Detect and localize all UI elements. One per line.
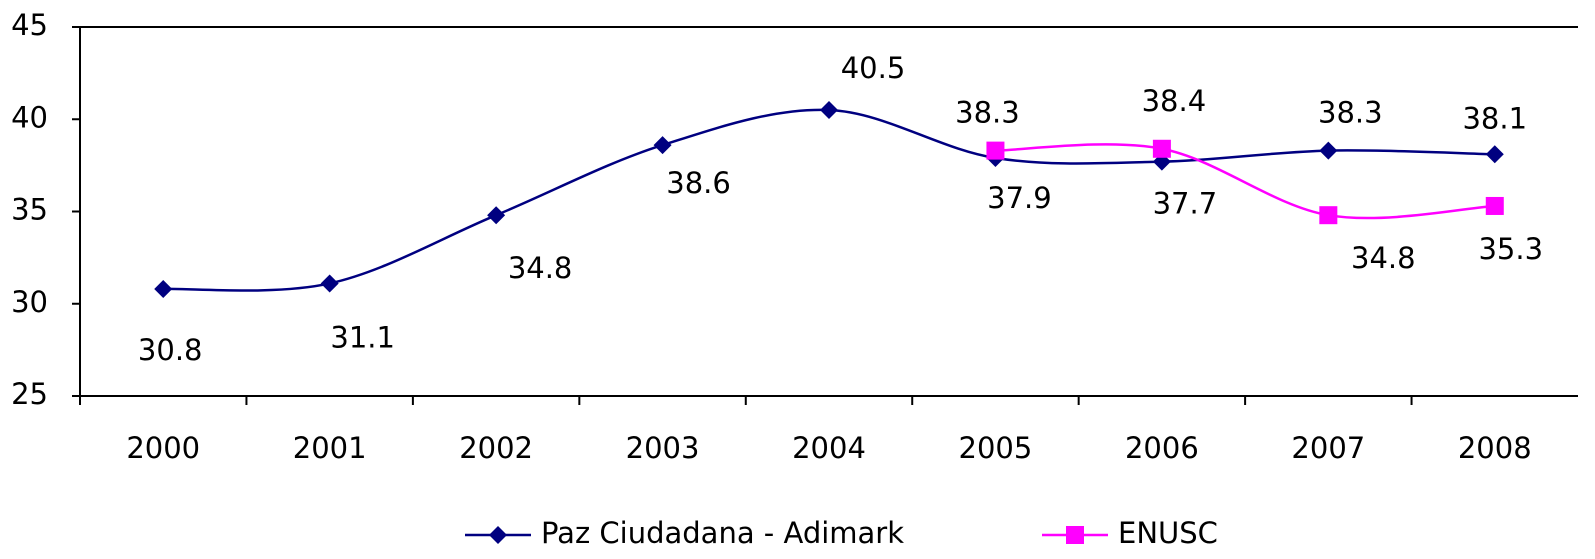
data-label: 38.6	[666, 166, 731, 200]
data-label: 38.3	[1318, 96, 1383, 130]
y-tick-label: 30	[11, 285, 48, 319]
x-tick-label: 2000	[126, 431, 200, 465]
y-tick-label: 45	[11, 8, 48, 42]
marker	[1485, 196, 1504, 215]
x-tick-label: 2008	[1458, 431, 1532, 465]
x-tick-label: 2006	[1125, 431, 1199, 465]
data-label: 30.8	[138, 333, 203, 367]
marker	[489, 526, 507, 544]
x-tick-label: 2004	[792, 431, 866, 465]
data-label: 34.8	[508, 251, 573, 285]
data-label: 38.1	[1462, 101, 1527, 135]
marker	[1066, 526, 1084, 544]
marker	[487, 206, 506, 225]
y-tick-label: 40	[11, 100, 48, 134]
x-tick-label: 2002	[459, 431, 533, 465]
legend-label: Paz Ciudadana - Adimark	[541, 516, 904, 550]
data-label: 38.3	[955, 96, 1020, 130]
x-tick-label: 2003	[626, 431, 700, 465]
marker	[320, 274, 339, 293]
x-tick-label: 2005	[959, 431, 1033, 465]
marker	[820, 101, 838, 120]
data-label: 38.4	[1142, 84, 1207, 118]
marker	[1152, 139, 1171, 158]
data-label: 31.1	[330, 320, 395, 354]
marker	[1319, 141, 1338, 160]
marker	[653, 136, 672, 155]
data-label: 37.7	[1153, 187, 1218, 221]
y-tick-label: 35	[11, 193, 48, 227]
series-line	[995, 143, 1495, 220]
x-tick-label: 2001	[293, 431, 367, 465]
data-label: 34.8	[1351, 241, 1416, 275]
marker	[986, 141, 1005, 160]
data-label: 40.5	[841, 51, 906, 85]
y-tick-label: 25	[11, 377, 48, 411]
marker	[154, 279, 173, 298]
series-line	[163, 108, 1495, 292]
data-label: 37.9	[987, 181, 1052, 215]
marker	[1319, 206, 1338, 225]
x-tick-label: 2007	[1291, 431, 1365, 465]
marker	[1485, 145, 1504, 164]
data-label: 35.3	[1478, 232, 1543, 266]
legend-label: ENUSC	[1118, 516, 1218, 550]
